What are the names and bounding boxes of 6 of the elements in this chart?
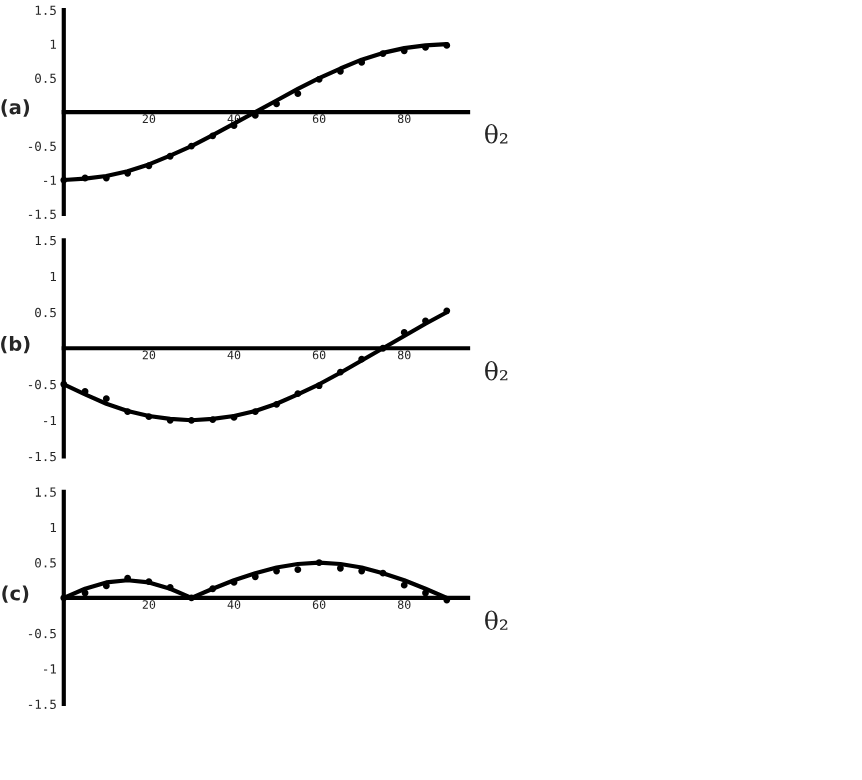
- x-axis-title: θ₂: [485, 360, 508, 381]
- y-axis-title: (b): [1, 335, 30, 354]
- y-axis-title: (a): [1, 99, 30, 117]
- x-axis-title: θ₂: [485, 124, 508, 144]
- y-axis-title: (c): [2, 585, 29, 603]
- x-axis-title: θ₂: [485, 610, 508, 630]
